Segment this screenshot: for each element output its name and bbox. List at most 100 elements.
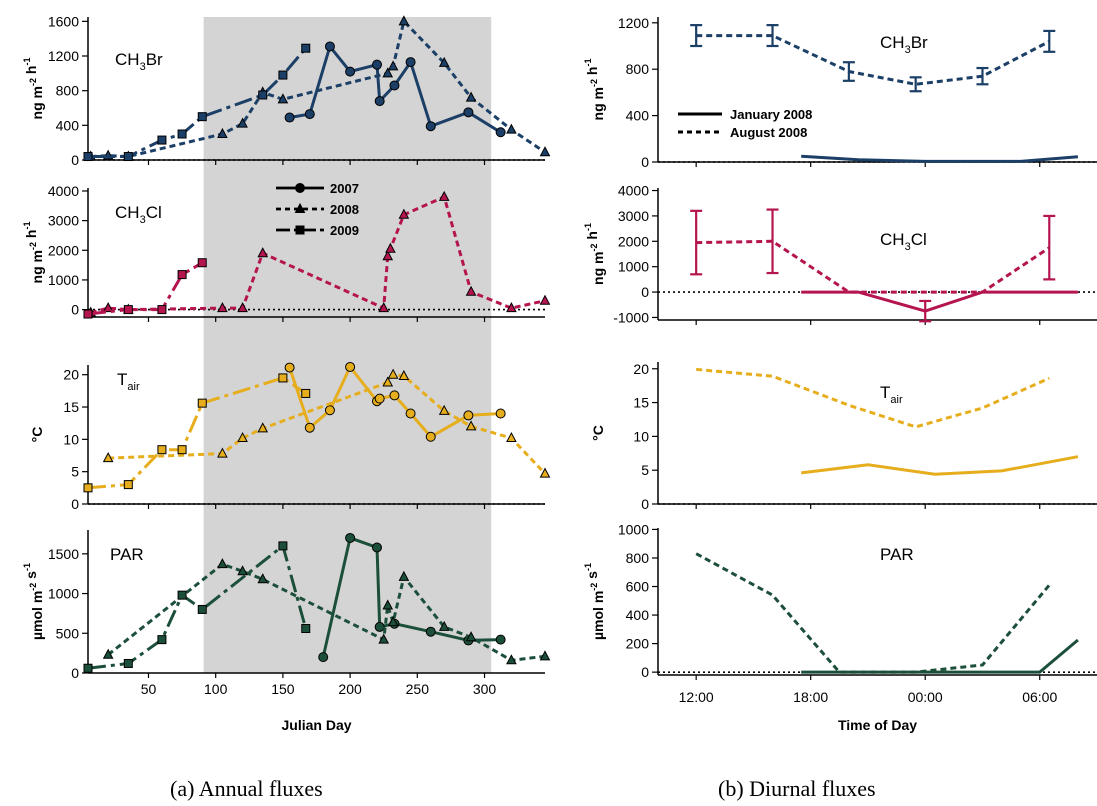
panel-label-par: PAR [110,545,144,564]
y-tick-label: 5 [641,462,649,478]
data-point [405,408,416,419]
data-point [465,420,477,431]
data-point [123,480,133,490]
panel-label-ch3cl: CH3Cl [880,230,927,253]
data-point [157,135,167,145]
y-tick-label: 800 [56,83,80,99]
y-tick-label: 1600 [48,13,79,29]
panel-diurnal-tair: 0 5 10 15 20 °C Tair [590,361,1097,512]
data-point [539,294,551,305]
x-axis-title: Julian Day [281,717,351,733]
data-point [495,408,506,419]
legend-diurnal: January 2008 August 2008 [678,107,812,140]
panel-annual-tair: 0 5 10 15 20 °C Tair [29,361,551,512]
data-point [102,648,114,659]
data-point [237,431,248,443]
x-tick-label: 250 [406,681,430,697]
data-point [495,127,506,138]
y-tick-label: 4000 [618,183,649,199]
legend-annual: 2007 2008 2009 [276,181,359,238]
legend-label: 2008 [330,202,359,217]
data-point [102,452,114,463]
y-axis-label: ng m-2 h-1 [583,59,606,121]
y-tick-label: -1000 [613,309,649,325]
panel-label-ch3br: CH3Br [880,33,928,56]
y-tick-label: 800 [626,61,650,77]
y-tick-label: 10 [63,431,79,447]
panel-label-ch3cl: CH3Cl [115,203,162,226]
data-point [277,93,289,104]
series-line-january-2008 [801,455,1079,476]
data-point [284,112,295,123]
series-line-2008 [107,562,546,662]
panel-label-par: PAR [880,545,914,564]
y-tick-label: 800 [626,550,650,566]
data-point [197,112,207,122]
data-point [83,483,93,493]
data-point [301,43,311,53]
data-point [438,190,450,201]
data-point [237,117,248,128]
panel-diurnal-ch3br: 0 400 800 1200 ng m-2 h-1 CH3Br [583,15,1097,170]
data-point [465,285,477,296]
series-line-january-2008 [801,638,1079,674]
series-line-august-2008 [696,34,1050,86]
data-point [398,570,410,581]
legend-marker [295,183,305,193]
caption-diurnal: (b) Diurnal fluxes [718,776,876,801]
y-tick-label: 0 [71,152,79,168]
legend-marker [295,225,305,235]
panel-label-ch3br: CH3Br [115,50,163,73]
y-tick-label: 1000 [48,272,79,288]
data-point [371,59,382,70]
data-point [177,270,187,280]
data-point [387,368,399,379]
series-line-august-2008 [695,552,1051,674]
y-tick-label: 4000 [48,183,79,199]
y-tick-label: 400 [56,117,80,133]
data-point [301,624,311,634]
y-axis-label: ng m-2 h-1 [583,223,606,285]
y-tick-label: 1000 [618,521,649,537]
series-line-2009 [88,47,307,158]
data-point [387,60,399,71]
y-tick-label: 15 [633,395,649,411]
x-tick-label: 06:00 [1022,689,1057,705]
data-point [217,127,228,138]
y-tick-label: 1200 [48,48,79,64]
data-point [378,302,390,313]
legend-label: 2007 [330,181,359,196]
data-point [257,573,269,584]
data-point [389,390,400,401]
y-tick-label: 20 [633,361,649,377]
data-point [324,405,335,416]
y-tick-label: 2000 [618,233,649,249]
data-point [465,91,477,102]
x-axis-title: Time of Day [838,717,917,733]
x-tick-label: 200 [338,681,362,697]
data-point [539,146,551,157]
data-point [278,373,288,383]
data-point [83,152,93,162]
data-point [83,663,93,673]
data-point [197,398,207,408]
y-tick-label: 2000 [48,242,79,258]
data-point [539,467,551,478]
data-point [374,393,385,404]
data-point [398,369,410,380]
panel-label-tair: Tair [880,383,903,406]
y-axis-label: °C [29,427,45,443]
data-point [506,123,517,134]
data-point [123,152,133,162]
data-point [217,558,228,569]
x-tick-label: 100 [204,681,228,697]
data-point [425,121,436,132]
data-point [217,447,228,458]
data-point [217,302,228,313]
data-point [278,70,288,80]
data-point [398,208,410,219]
data-point [506,302,517,313]
data-point [387,616,399,627]
